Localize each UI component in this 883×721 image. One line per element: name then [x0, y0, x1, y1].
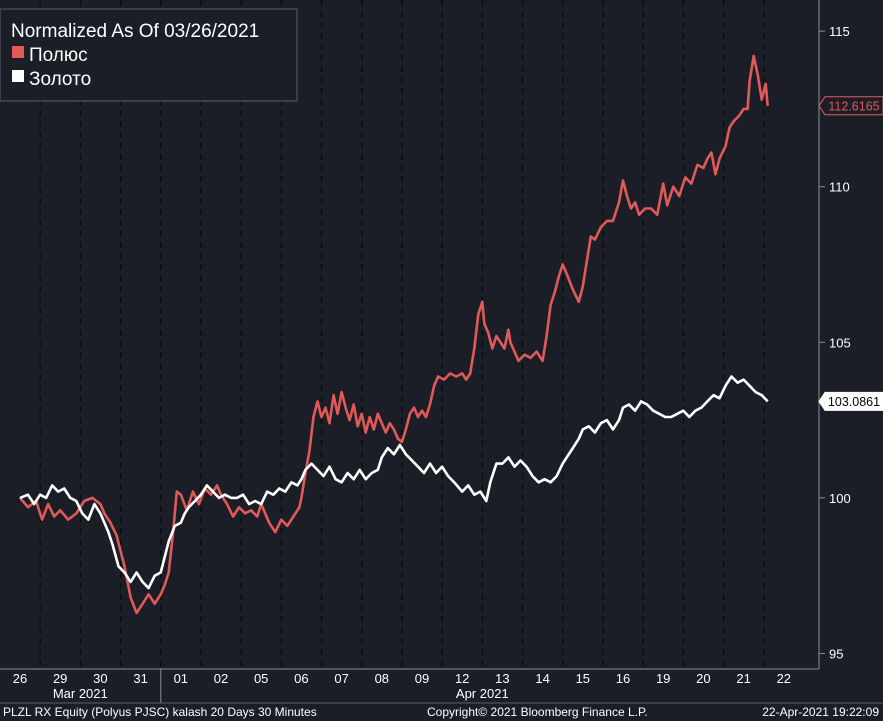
y-tick-label: 100 [829, 491, 851, 506]
legend-swatch-polyus [12, 46, 24, 58]
footer-timestamp: 22-Apr-2021 19:22:09 [762, 705, 879, 719]
x-axis-ticks: 26 29 30 31 01 02 05 06 07 08 09 12 13 14 15 16 19 20 21 22 [13, 671, 791, 686]
x-tick-label: 26 [13, 671, 27, 686]
x-tick-label: 08 [375, 671, 389, 686]
footer-copyright: Copyright© 2021 Bloomberg Finance L.P. [427, 705, 648, 719]
y-axis-ticks: 95 100 105 110 115 [819, 24, 851, 661]
last-value-label-polyus: 112.6165 [828, 99, 879, 113]
x-tick-label: 19 [656, 671, 670, 686]
footer-security-info: PLZL RX Equity (Polyus PJSC) kalash 20 D… [3, 705, 317, 719]
last-value-box-polyus [818, 96, 883, 116]
x-tick-label: 09 [415, 671, 429, 686]
series-layer [19, 54, 769, 615]
legend-label-gold: Золото [29, 69, 91, 90]
y-tick-label: 110 [829, 180, 850, 195]
x-tick-label: 07 [334, 671, 348, 686]
x-tick-label: 14 [535, 671, 549, 686]
x-tick-label: 22 [777, 671, 791, 686]
month-labels: Mar 2021 Apr 2021 [53, 669, 509, 703]
legend-box [0, 8, 298, 102]
x-tick-label: 13 [495, 671, 509, 686]
x-tick-label: 01 [174, 671, 188, 686]
vertical-gridlines [39, 0, 765, 669]
last-value-box-gold [818, 391, 883, 411]
y-tick-label: 105 [829, 335, 851, 350]
x-tick-label: 31 [133, 671, 147, 686]
y-tick-label: 95 [829, 646, 843, 661]
x-tick-label: 12 [455, 671, 469, 686]
chart-title: Normalized As Of 03/26/2021 [11, 21, 259, 42]
legend-swatch-gold [12, 70, 24, 82]
x-tick-label: 16 [616, 671, 630, 686]
x-tick-label: 05 [254, 671, 268, 686]
x-tick-label: 20 [696, 671, 710, 686]
x-tick-label: 30 [93, 671, 107, 686]
y-tick-label: 115 [829, 24, 850, 39]
legend: Normalized As Of 03/26/2021 Полюс Золото [0, 8, 298, 102]
x-tick-label: 06 [294, 671, 308, 686]
month-label: Mar 2021 [53, 686, 108, 701]
x-tick-label: 02 [214, 671, 228, 686]
series-line-gold [19, 375, 769, 590]
series-line-polyus [19, 54, 769, 615]
last-value-labels: 112.6165 103.0861 [818, 96, 883, 411]
legend-label-polyus: Полюс [29, 45, 88, 66]
x-tick-label: 15 [576, 671, 590, 686]
last-value-label-gold: 103.0861 [828, 395, 880, 409]
month-label: Apr 2021 [456, 686, 509, 701]
x-tick-label: 29 [53, 671, 67, 686]
x-tick-label: 21 [736, 671, 750, 686]
